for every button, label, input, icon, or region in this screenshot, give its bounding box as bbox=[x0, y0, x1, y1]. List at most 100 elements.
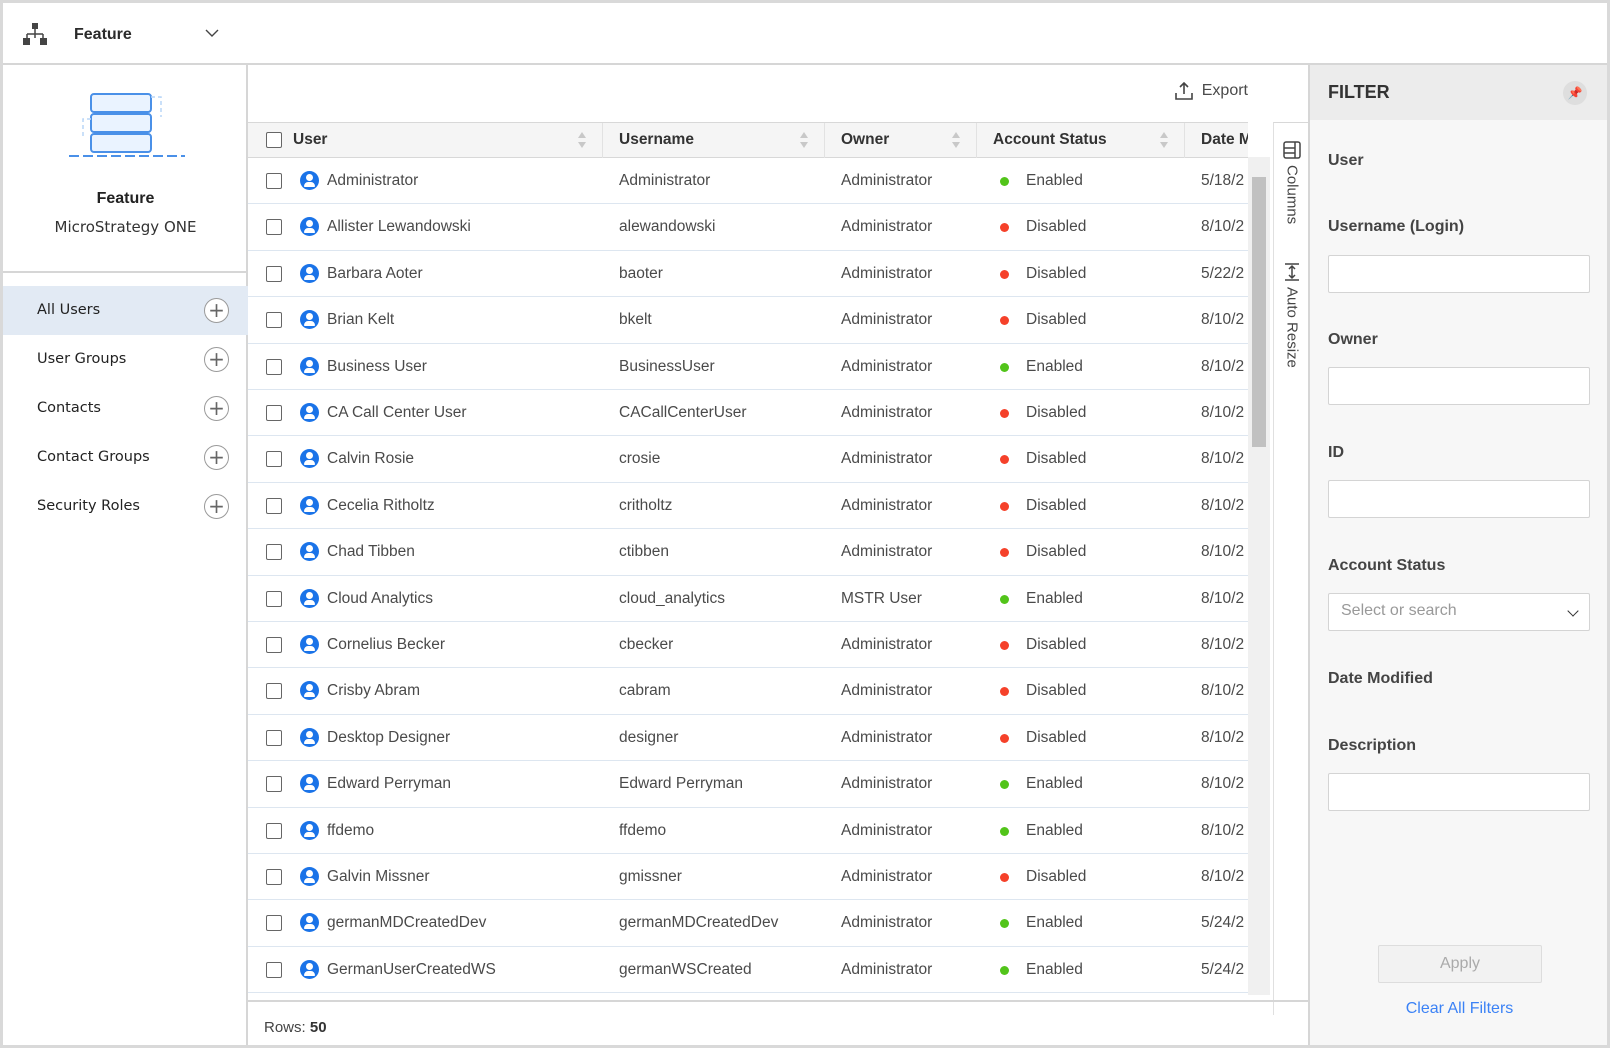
column-header-date-modified[interactable]: Date Mod bbox=[1185, 123, 1248, 158]
add-icon[interactable]: + bbox=[204, 396, 229, 421]
owner-filter-input[interactable] bbox=[1328, 367, 1590, 405]
column-header-username[interactable]: Username bbox=[603, 123, 825, 158]
table-row[interactable]: Business User BusinessUser Administrator En… bbox=[248, 344, 1248, 390]
sidebar-item-contacts[interactable]: Contacts + bbox=[3, 384, 248, 433]
export-button[interactable]: Export bbox=[1174, 81, 1248, 101]
username: BusinessUser bbox=[619, 357, 715, 375]
sort-icon[interactable] bbox=[952, 132, 960, 148]
apply-button[interactable]: Apply bbox=[1378, 945, 1542, 983]
column-header-user[interactable]: User bbox=[248, 123, 603, 158]
add-icon[interactable]: + bbox=[204, 347, 229, 372]
row-checkbox[interactable] bbox=[266, 822, 282, 839]
user-name[interactable]: Business User bbox=[327, 357, 427, 375]
sidebar-item-security-roles[interactable]: Security Roles + bbox=[3, 482, 248, 531]
table-row[interactable]: ffdemo ffdemo Administrator Enabled 8/10/2 bbox=[248, 808, 1248, 854]
table-row[interactable]: Administrator Administrator Administrator E… bbox=[248, 158, 1248, 205]
sidebar-item-label: Contacts bbox=[37, 400, 101, 416]
user-name[interactable]: Edward Perryman bbox=[327, 775, 452, 793]
scrollbar-thumb[interactable] bbox=[1252, 177, 1266, 447]
username: critholtz bbox=[619, 496, 673, 514]
user-name[interactable]: Allister Lewandowski bbox=[327, 218, 471, 236]
owner: Administrator bbox=[841, 728, 933, 746]
table-row[interactable]: Chad Tibben ctibben Administrator Disabled 8… bbox=[248, 529, 1248, 576]
pin-icon[interactable]: 📌 bbox=[1563, 81, 1587, 105]
row-checkbox[interactable] bbox=[266, 405, 282, 421]
auto-resize-button[interactable]: Auto Resize bbox=[1283, 263, 1301, 368]
user-name[interactable]: Cloud Analytics bbox=[327, 589, 433, 607]
row-checkbox[interactable] bbox=[266, 265, 282, 282]
user-name[interactable]: Brian Kelt bbox=[327, 311, 395, 329]
row-checkbox[interactable] bbox=[266, 683, 282, 700]
username-filter-input[interactable] bbox=[1328, 255, 1590, 293]
add-icon[interactable]: + bbox=[204, 494, 229, 519]
table-row[interactable]: Edward Perryman Edward Perryman Administra… bbox=[248, 761, 1248, 808]
account-status-select[interactable]: Select or search bbox=[1328, 593, 1590, 631]
row-checkbox[interactable] bbox=[266, 358, 282, 375]
clear-all-filters-link[interactable]: Clear All Filters bbox=[1405, 1000, 1514, 1017]
row-checkbox[interactable] bbox=[266, 497, 282, 514]
user-name[interactable]: CA Call Center User bbox=[327, 404, 467, 421]
description-filter-input[interactable] bbox=[1328, 773, 1590, 811]
sidebar-item-user-groups[interactable]: User Groups + bbox=[3, 335, 248, 384]
select-all-checkbox[interactable] bbox=[266, 132, 282, 148]
user-name[interactable]: Crisby Abram bbox=[327, 682, 421, 700]
column-header-account-status[interactable]: Account Status bbox=[977, 123, 1185, 158]
row-checkbox[interactable] bbox=[266, 776, 282, 793]
user-name[interactable]: Administrator bbox=[327, 172, 419, 189]
row-checkbox[interactable] bbox=[266, 312, 282, 329]
status-dot-icon bbox=[1000, 455, 1009, 465]
sort-icon[interactable] bbox=[1160, 132, 1168, 148]
row-checkbox[interactable] bbox=[266, 590, 282, 607]
user-name[interactable]: Chad Tibben bbox=[327, 543, 415, 561]
row-checkbox[interactable] bbox=[266, 869, 282, 885]
table-row[interactable]: Cornelius Becker cbecker Administrator Disa… bbox=[248, 622, 1248, 669]
row-checkbox[interactable] bbox=[266, 219, 282, 236]
row-checkbox[interactable] bbox=[266, 729, 282, 746]
table-row[interactable]: Galvin Missner gmissner Administrator Disab… bbox=[248, 854, 1248, 901]
chevron-down-icon[interactable] bbox=[204, 25, 220, 41]
user-name[interactable]: germanMDCreatedDev bbox=[327, 914, 487, 932]
add-icon[interactable]: + bbox=[204, 298, 229, 323]
environment-title[interactable]: Feature bbox=[74, 26, 132, 43]
sort-icon[interactable] bbox=[578, 132, 586, 148]
sidebar-item-contact-groups[interactable]: Contact Groups + bbox=[3, 433, 248, 482]
table-row[interactable]: Cloud Analytics cloud_analytics MSTR User E… bbox=[248, 576, 1248, 622]
table-row[interactable]: Crisby Abram cabram Administrator Disabled 8… bbox=[248, 668, 1248, 715]
user-name[interactable]: GermanUserCreatedWS bbox=[327, 960, 496, 978]
user-name[interactable]: Barbara Aoter bbox=[327, 264, 423, 282]
table-row[interactable]: Calvin Rosie crosie Administrator Disabled 8… bbox=[248, 436, 1248, 483]
table-row[interactable]: CA Call Center User CACallCenterUser Admin… bbox=[248, 390, 1248, 437]
row-checkbox[interactable] bbox=[266, 451, 282, 468]
columns-button[interactable]: Columns bbox=[1283, 141, 1301, 224]
table-row[interactable]: GermanUserCreatedWS germanWSCreated Admini… bbox=[248, 947, 1248, 994]
row-checkbox[interactable] bbox=[266, 961, 282, 978]
username: crosie bbox=[619, 450, 661, 468]
id-filter-input[interactable] bbox=[1328, 480, 1590, 518]
table-row[interactable]: Barbara Aoter baoter Administrator Disabled… bbox=[248, 251, 1248, 298]
user-name[interactable]: ffdemo bbox=[327, 821, 375, 839]
rows-count: 50 bbox=[309, 1019, 327, 1036]
row-checkbox[interactable] bbox=[266, 637, 282, 653]
user-name[interactable]: Galvin Missner bbox=[327, 868, 430, 885]
status-dot-icon bbox=[1000, 826, 1009, 836]
user-name[interactable]: Calvin Rosie bbox=[327, 450, 415, 468]
column-header-owner[interactable]: Owner bbox=[825, 123, 977, 158]
user-name[interactable]: Desktop Designer bbox=[327, 728, 451, 746]
row-checkbox[interactable] bbox=[266, 544, 282, 561]
table-row[interactable]: Brian Kelt bkelt Administrator Disabled 8/10… bbox=[248, 297, 1248, 344]
add-icon[interactable]: + bbox=[204, 445, 229, 470]
table-row[interactable]: Allister Lewandowski alewandowski Administ… bbox=[248, 204, 1248, 251]
row-checkbox[interactable] bbox=[266, 173, 282, 189]
table-row[interactable]: Desktop Designer designer Administrator Dis… bbox=[248, 715, 1248, 762]
table-row[interactable]: Cecelia Ritholtz critholtz Administrator Di… bbox=[248, 483, 1248, 530]
owner: Administrator bbox=[841, 172, 933, 189]
table-row[interactable]: germanMDCreatedDev germanMDCreatedDev Admi… bbox=[248, 900, 1248, 947]
user-icon bbox=[300, 217, 319, 237]
sidebar-item-all-users[interactable]: All Users + bbox=[3, 286, 248, 335]
username: bkelt bbox=[619, 311, 652, 329]
user-name[interactable]: Cecelia Ritholtz bbox=[327, 496, 435, 514]
row-checkbox[interactable] bbox=[266, 915, 282, 932]
vertical-scrollbar[interactable] bbox=[1248, 157, 1270, 995]
user-name[interactable]: Cornelius Becker bbox=[327, 636, 446, 653]
sort-icon[interactable] bbox=[800, 132, 808, 148]
